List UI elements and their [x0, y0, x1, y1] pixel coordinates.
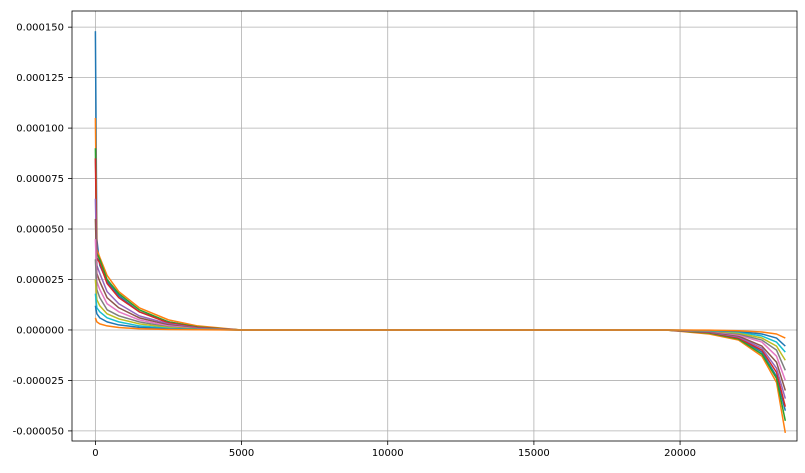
series-line [94, 117, 787, 434]
series-line [94, 148, 787, 421]
x-tick-label: 20000 [664, 448, 696, 459]
y-tick-label: 0.000075 [16, 174, 64, 185]
series-line [94, 218, 787, 391]
series-line [94, 239, 787, 381]
tick-layer: 0 5000 10000 15000 20000 0.000150 0.000125 0.00… [13, 23, 696, 459]
plot-frame [71, 10, 798, 442]
series-line [94, 31, 787, 411]
y-tick-label: 0.000050 [16, 225, 64, 236]
y-tick-label: -0.000050 [13, 426, 64, 437]
series-line [94, 293, 786, 353]
x-tick-label: 15000 [518, 448, 550, 459]
series-layer [94, 31, 787, 434]
y-tick-label: 0.000000 [16, 325, 64, 336]
grid-layer [72, 11, 797, 441]
y-tick-label: -0.000025 [13, 376, 64, 387]
x-tick-label: 10000 [372, 448, 404, 459]
y-tick-label: 0.000125 [16, 73, 64, 84]
y-tick-label: 0.000150 [16, 23, 64, 34]
y-tick-label: 0.000100 [16, 124, 64, 135]
series-line [94, 317, 786, 339]
series-line [94, 279, 786, 361]
x-tick-label: 5000 [229, 448, 254, 459]
series-line [94, 259, 786, 371]
y-tick-label: 0.000025 [16, 275, 64, 286]
x-tick-label: 0 [92, 448, 98, 459]
series-line [94, 158, 787, 407]
